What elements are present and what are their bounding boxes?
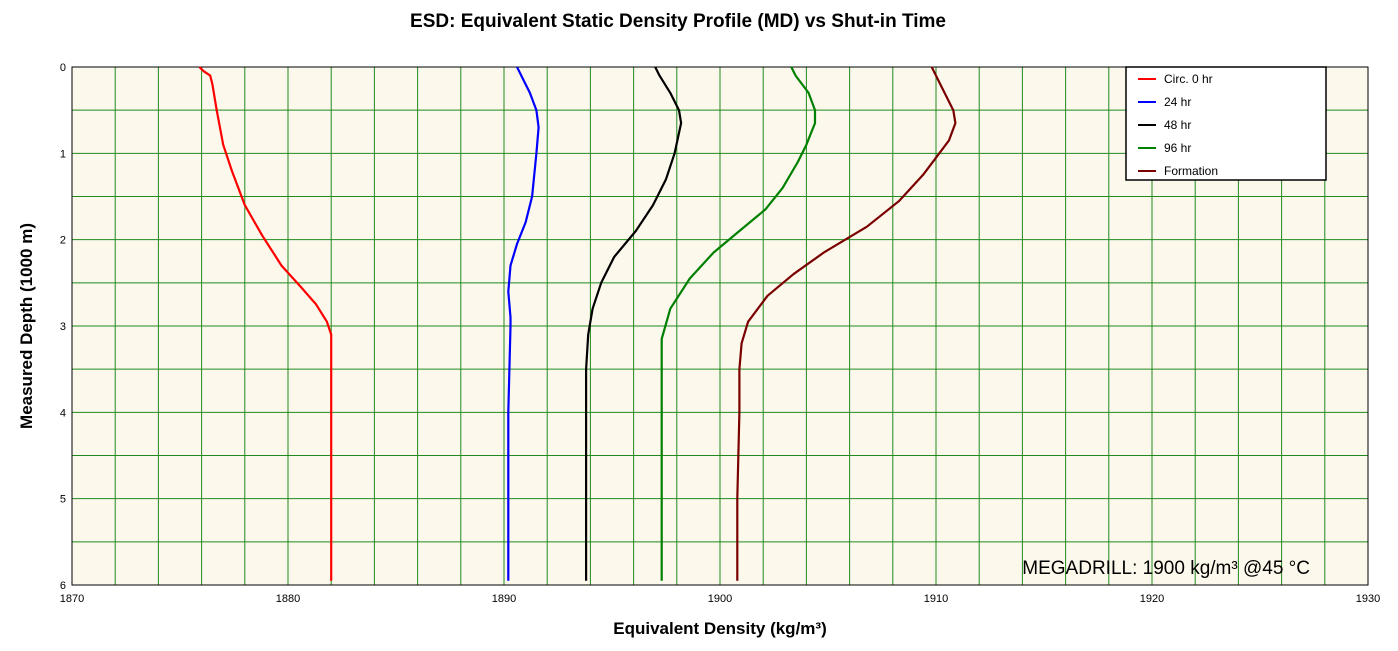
series-line-3 <box>660 66 817 581</box>
chart-annotation: MEGADRILL: 1900 kg/m³ @45 °C <box>1022 558 1310 579</box>
y-tick-label: 6 <box>60 580 66 592</box>
grid <box>72 67 1368 585</box>
chart-title: ESD: Equivalent Static Density Profile (… <box>410 11 946 32</box>
x-tick-label: 1870 <box>60 593 84 605</box>
series-line-4 <box>736 66 957 581</box>
y-tick-label: 2 <box>60 235 66 247</box>
x-tick-label: 1880 <box>276 593 300 605</box>
x-axis-title: Equivalent Density (kg/m³) <box>613 619 826 638</box>
y-axis-title: Measured Depth (1000 m) <box>17 223 36 429</box>
x-tick-label: 1890 <box>492 593 516 605</box>
y-tick-label: 5 <box>60 494 66 506</box>
series-line-2 <box>585 66 683 581</box>
x-tick-label: 1930 <box>1356 593 1380 605</box>
axis-ticks: 1870 1880 1890 1900 1910 1920 1930 0 1 2 3 4 5 6 <box>60 62 1380 605</box>
x-tick-label: 1920 <box>1140 593 1164 605</box>
y-tick-label: 4 <box>60 407 66 419</box>
legend: Circ. 0 hr 24 hr 48 hr 96 hr Formation <box>1125 66 1327 181</box>
series-line-0 <box>198 66 333 581</box>
series-lines <box>198 66 957 581</box>
legend-label: 24 hr <box>1164 95 1191 109</box>
legend-box <box>1125 66 1327 181</box>
series-line-1 <box>507 66 540 581</box>
y-tick-label: 3 <box>60 321 66 333</box>
y-tick-label: 0 <box>60 62 66 74</box>
legend-label: 48 hr <box>1164 118 1191 132</box>
y-tick-label: 1 <box>60 148 66 160</box>
legend-label: Formation <box>1164 164 1218 178</box>
x-tick-label: 1910 <box>924 593 948 605</box>
plot-frame <box>71 66 1369 586</box>
x-tick-label: 1900 <box>708 593 732 605</box>
legend-label: 96 hr <box>1164 141 1191 155</box>
legend-label: Circ. 0 hr <box>1164 72 1213 86</box>
